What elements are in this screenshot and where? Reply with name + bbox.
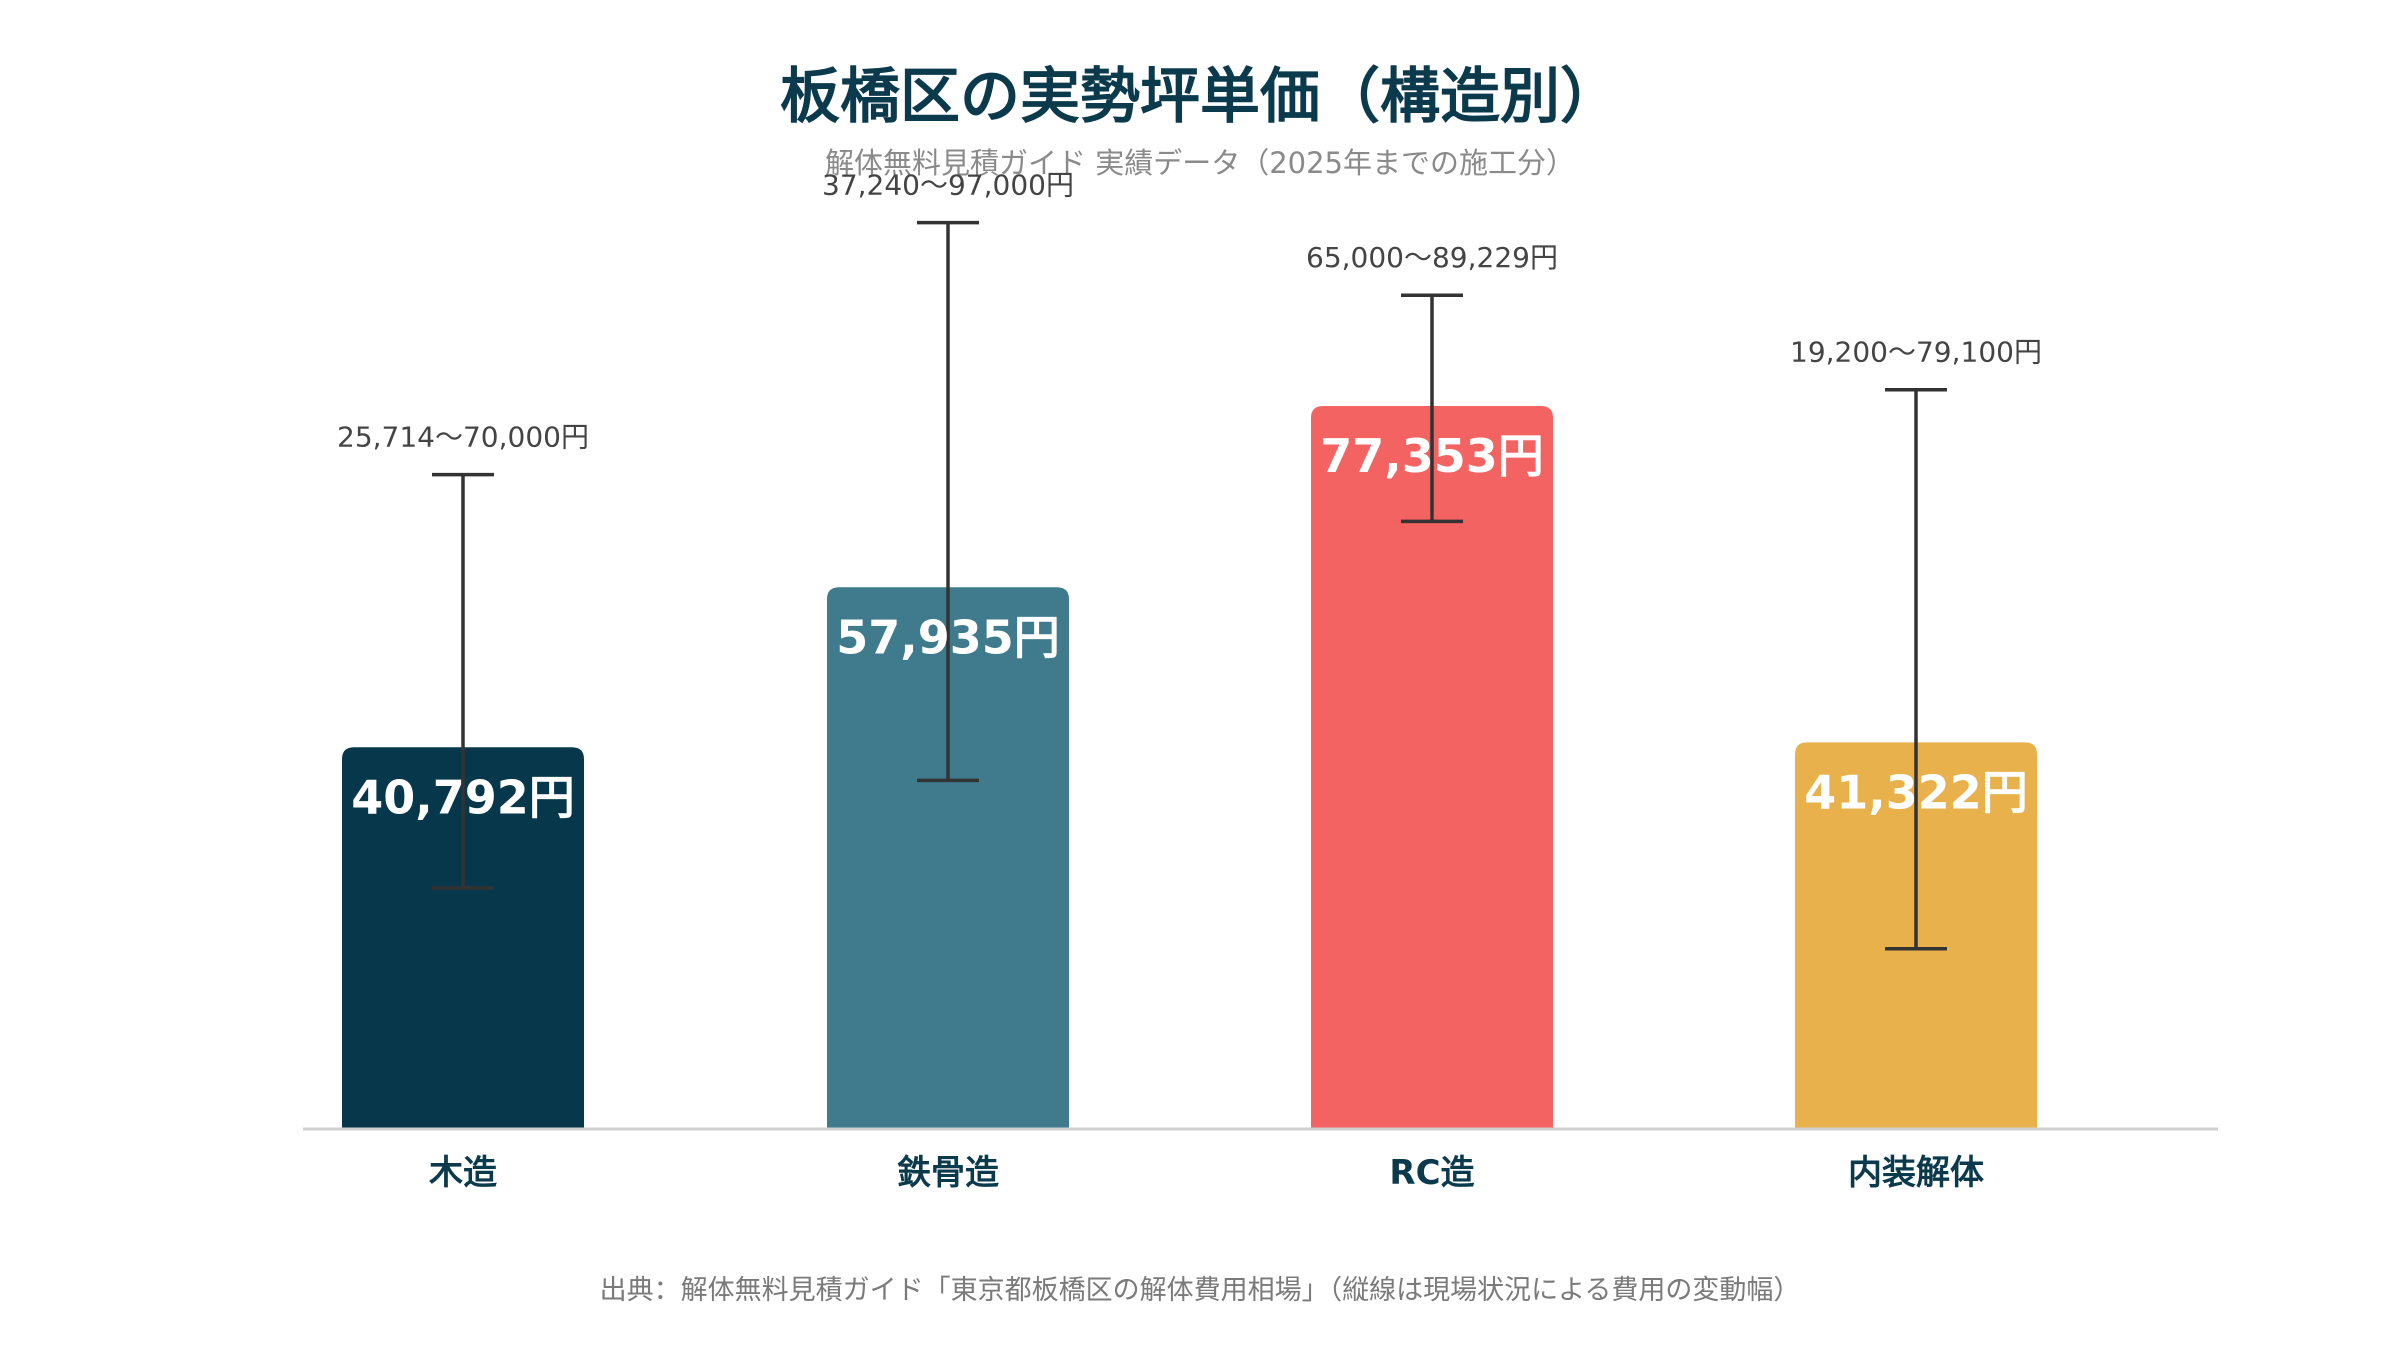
- category-label: RC造: [1389, 1153, 1474, 1193]
- value-label: 77,353円: [1320, 429, 1544, 483]
- error-bar: [432, 472, 494, 890]
- range-label: 19,200〜79,100円: [1790, 336, 2042, 369]
- error-bar: [1401, 293, 1463, 524]
- value-label: 40,792円: [351, 770, 575, 824]
- bar: [827, 587, 1069, 1128]
- error-bar: [1885, 387, 1947, 951]
- range-label: 25,714〜70,000円: [337, 421, 589, 454]
- category-label: 内装解体: [1848, 1153, 1984, 1193]
- bars-layer: [342, 406, 2037, 1128]
- value-label: 41,322円: [1804, 765, 2028, 819]
- range-label: 37,240〜97,000円: [822, 169, 1074, 202]
- bar: [1311, 406, 1553, 1128]
- chart-source-note: 出典：解体無料見積ガイド「東京都板橋区の解体費用相場」（縦線は現場状況による費用…: [599, 1275, 1801, 1306]
- category-label: 鉄骨造: [897, 1153, 999, 1193]
- error-bars-layer: [432, 220, 1947, 951]
- error-bar: [917, 220, 979, 783]
- range-label: 65,000〜89,229円: [1306, 241, 1558, 274]
- bar: [342, 747, 584, 1128]
- chart-subtitle: 解体無料見積ガイド 実績データ（2025年までの施工分）: [824, 146, 1576, 180]
- value-label: 57,935円: [836, 610, 1060, 664]
- category-label: 木造: [428, 1153, 497, 1193]
- chart-title: 板橋区の実勢坪単価（構造別）: [780, 62, 1620, 132]
